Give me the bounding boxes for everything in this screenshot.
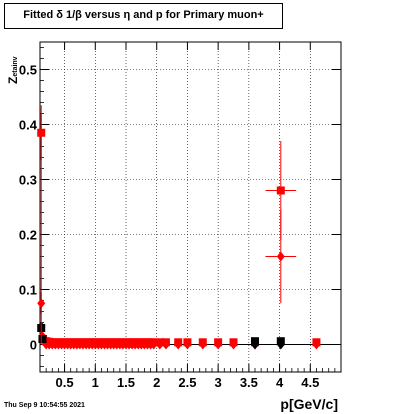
plot-frame xyxy=(39,41,342,373)
data-point-diamond xyxy=(276,339,285,350)
data-point-diamond xyxy=(276,251,285,262)
x-tick-label: 4.5 xyxy=(301,375,319,390)
y-tick-label: 0.5 xyxy=(19,63,37,78)
data-point-square xyxy=(276,186,285,195)
y-tick-label: 0 xyxy=(30,338,37,353)
y-axis-label-main: Z xyxy=(6,76,20,84)
chart-title: Fitted δ 1/β versus η and p for Primary … xyxy=(23,9,264,21)
data-point-diamond xyxy=(312,339,321,350)
data-point-diamond xyxy=(183,339,192,350)
data-point-diamond xyxy=(149,339,158,350)
data-point-diamond xyxy=(155,339,164,350)
y-axis-label-subscript: etainv xyxy=(12,56,19,77)
y-tick-label: 0.1 xyxy=(19,283,37,298)
x-tick-label: 2.5 xyxy=(178,375,196,390)
chart-title-box: Fitted δ 1/β versus η and p for Primary … xyxy=(4,3,283,29)
x-axis-label: p[GeV/c] xyxy=(280,396,338,412)
datestamp: Thu Sep 9 10:54:55 2021 xyxy=(4,402,85,409)
data-point-diamond xyxy=(214,339,223,350)
x-tick-label: 3.5 xyxy=(240,375,258,390)
x-tick-label: 1 xyxy=(92,375,99,390)
x-tick-label: 3 xyxy=(215,375,222,390)
data-point-square xyxy=(38,335,47,343)
x-tick-label: 2 xyxy=(153,375,160,390)
y-tick-label: 0.2 xyxy=(19,228,37,243)
x-tick-label: 0.5 xyxy=(56,375,74,390)
y-axis-label: Zetainv xyxy=(6,56,20,84)
data-point-diamond xyxy=(229,339,238,350)
y-tick-label: 0.4 xyxy=(19,118,38,133)
data-point-diamond xyxy=(251,339,259,350)
x-tick-label: 4 xyxy=(276,375,284,390)
data-point-diamond xyxy=(198,339,207,350)
data-point-diamond xyxy=(161,339,170,350)
data-point-diamond xyxy=(174,339,183,350)
y-tick-label: 0.3 xyxy=(19,173,37,188)
x-tick-label: 1.5 xyxy=(117,375,135,390)
